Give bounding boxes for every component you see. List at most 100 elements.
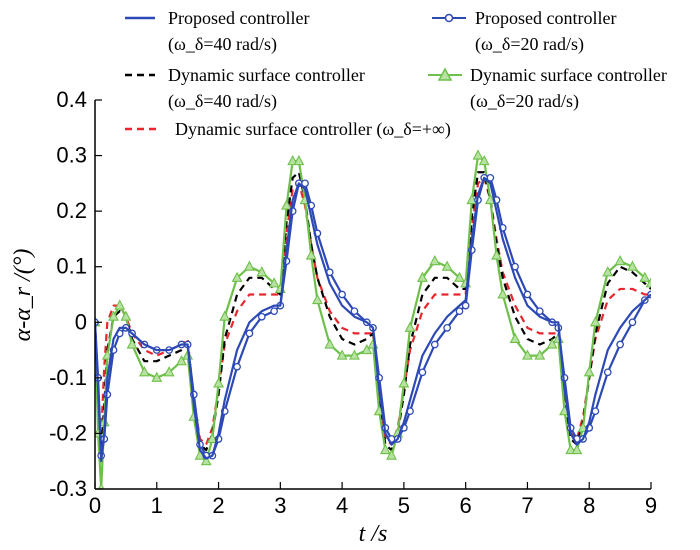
series-3-point-10: [151, 371, 163, 382]
legend-marker-dsc-20: [437, 67, 453, 81]
y-tick-label-3: 0: [75, 309, 87, 334]
series-3-point-16: [200, 455, 212, 466]
series-3-point-6: [114, 299, 126, 310]
x-tick-label-2: 2: [212, 493, 224, 518]
series-3-point-47: [466, 193, 478, 205]
series-1-point-22: [257, 312, 266, 321]
series-3-point-37: [379, 443, 391, 455]
legend-label-proposed-20-line1: Proposed controller: [475, 8, 616, 28]
series-3-point-31: [324, 338, 336, 349]
y-tick-label-4: 0.1: [56, 254, 87, 279]
series-1-point-64: [603, 368, 612, 377]
series-3-point-65: [614, 254, 626, 266]
series-3-point-60: [571, 443, 583, 455]
series-1-point-55: [535, 307, 544, 316]
series-3-point-34: [361, 343, 373, 355]
series-3-point-62: [583, 366, 595, 377]
series-1-point-21: [245, 329, 254, 338]
series-1-point-33: [350, 307, 359, 316]
legend-label-dsc-inf: Dynamic surface controller (ω_δ=+∞): [175, 119, 451, 140]
x-tick-label-3: 3: [274, 493, 286, 518]
legend-label-dsc-20-line2: (ω_δ=20 rad/s): [470, 91, 579, 112]
legend-label-dsc-40-line1: Dynamic surface controller: [168, 65, 365, 85]
series-3-point-49: [478, 154, 490, 166]
legend-label-dsc-20-line1: Dynamic surface controller: [470, 65, 667, 85]
series-3-point-64: [602, 266, 614, 277]
series-3-point-27: [293, 154, 305, 166]
series-3-point-61: [577, 421, 589, 432]
series-3-point-48: [472, 149, 484, 160]
series-3-point-25: [281, 199, 292, 210]
y-tick-label-7: 0.4: [56, 87, 87, 112]
series-3-point-42: [417, 271, 428, 282]
x-tick-label-1: 1: [151, 493, 163, 518]
series-3-point-51: [491, 249, 502, 260]
x-tick-label-0: 0: [89, 493, 101, 518]
series-3-point-20: [231, 271, 243, 282]
series-1-point-45: [455, 307, 464, 316]
y-tick-label-6: 0.3: [56, 143, 87, 168]
series-3-line: [95, 154, 651, 489]
series-1-point-28: [301, 179, 309, 188]
y-tick-label-1: -0.2: [49, 420, 87, 445]
series-3-point-52: [497, 288, 509, 299]
x-tick-label-5: 5: [398, 493, 410, 518]
series-3-point-9: [139, 366, 150, 377]
legend-label-proposed-40-line1: Proposed controller: [168, 8, 309, 28]
series-3-point-7: [120, 310, 132, 321]
series-3-point-38: [386, 449, 397, 460]
y-tick-label-2: -0.1: [49, 365, 87, 390]
legend-label-proposed-40-line2: (ω_δ=40 rad/s): [168, 34, 277, 55]
legend-marker-proposed-20: [444, 13, 454, 23]
series-3-point-45: [454, 271, 465, 282]
series-3-point-40: [398, 377, 410, 388]
legend-label-dsc-40-line2: (ω_δ=40 rad/s): [168, 91, 277, 112]
series-3-point-50: [484, 193, 496, 205]
series-3-point-66: [627, 260, 638, 271]
series-3-point-17: [206, 432, 218, 444]
axes: [94, 100, 651, 490]
series-1-point-20: [233, 362, 241, 371]
series-3-point-5: [108, 310, 119, 321]
series-3-point-18: [213, 377, 224, 388]
x-tick-label-8: 8: [583, 493, 595, 518]
series-3-point-29: [305, 249, 317, 260]
y-tick-label-5: 0.2: [56, 198, 87, 223]
series-3-point-54: [522, 349, 533, 360]
series-1-point-46: [461, 301, 470, 310]
series-3-point-21: [244, 260, 255, 271]
legend: Proposed controller (ω_δ=40 rad/s) Propo…: [125, 8, 667, 140]
x-tick-label-6: 6: [460, 493, 472, 518]
series-3-point-32: [336, 349, 348, 360]
y-tick-label-0: -0.3: [49, 476, 87, 501]
series-1-point-65: [616, 340, 624, 349]
series-3-point-33: [349, 349, 360, 360]
series-layer: [95, 149, 651, 489]
series-1-point-32: [338, 290, 346, 299]
series-1-point-23: [270, 307, 279, 316]
series-3-point-55: [534, 349, 546, 360]
series-3-point-11: [163, 366, 175, 377]
series-3-point-43: [429, 254, 441, 266]
series-3-point-53: [509, 332, 521, 344]
series-3-point-12: [176, 355, 187, 366]
x-tick-label-7: 7: [521, 493, 533, 518]
series-1-point-66: [628, 318, 637, 327]
series-0-line: [95, 176, 651, 463]
series-1-point-43: [430, 340, 439, 349]
series-3-point-30: [311, 293, 323, 305]
series-1-point-44: [443, 323, 451, 332]
series-1-point-54: [523, 290, 532, 299]
x-tick-label-4: 4: [336, 493, 348, 518]
series-3-point-8: [126, 338, 138, 349]
series-3-point-22: [256, 266, 268, 277]
x-axis-title: t /s: [359, 521, 388, 547]
series-3-point-23: [268, 277, 280, 288]
x-ticks: 0 1 2 3 4 5 6 7 8 9: [89, 482, 657, 518]
series-3-point-19: [219, 310, 231, 321]
series-3-point-44: [441, 260, 453, 271]
x-tick-label-9: 9: [645, 493, 657, 518]
series-1-point-42: [418, 368, 427, 377]
series-3-point-41: [404, 321, 416, 332]
